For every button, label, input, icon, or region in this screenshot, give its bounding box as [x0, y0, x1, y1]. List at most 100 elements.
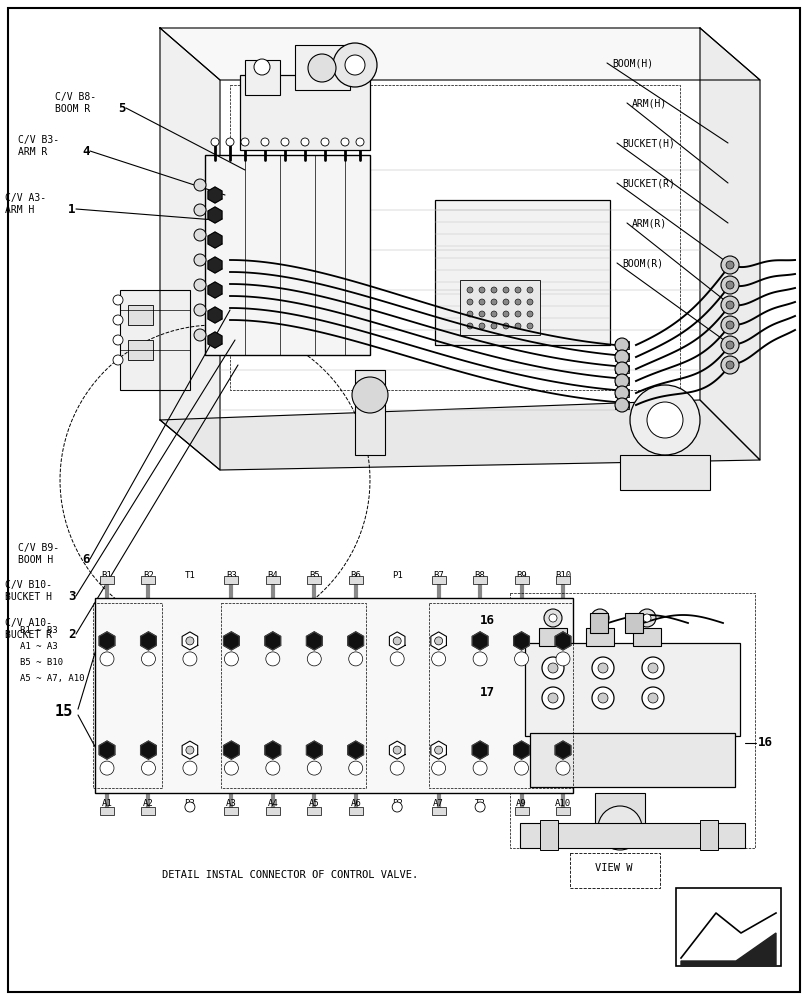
Text: C/V A3-
ARM H: C/V A3- ARM H	[5, 193, 46, 215]
Circle shape	[726, 341, 734, 349]
Bar	[266, 807, 280, 815]
Text: B9: B9	[516, 571, 527, 580]
Circle shape	[726, 281, 734, 289]
Circle shape	[479, 287, 485, 293]
Polygon shape	[99, 632, 115, 650]
Circle shape	[194, 179, 206, 191]
Circle shape	[598, 693, 608, 703]
Polygon shape	[160, 400, 760, 470]
Text: BOOM(H): BOOM(H)	[612, 58, 653, 68]
Circle shape	[479, 311, 485, 317]
Text: ARM(H): ARM(H)	[632, 98, 667, 108]
Circle shape	[643, 614, 651, 622]
Circle shape	[308, 54, 336, 82]
Circle shape	[393, 746, 402, 754]
Text: 5: 5	[118, 102, 125, 115]
Circle shape	[592, 687, 614, 709]
Bar	[431, 576, 446, 584]
Text: A1: A1	[102, 799, 112, 808]
Polygon shape	[208, 232, 222, 248]
Bar	[525, 643, 740, 736]
Text: 17: 17	[480, 686, 495, 700]
Polygon shape	[306, 741, 322, 759]
Text: 1: 1	[68, 203, 75, 216]
Circle shape	[281, 138, 289, 146]
Bar	[428, 603, 573, 788]
Polygon shape	[224, 632, 239, 650]
Circle shape	[721, 296, 739, 314]
Circle shape	[226, 138, 234, 146]
Polygon shape	[208, 307, 222, 323]
Circle shape	[596, 614, 604, 622]
Circle shape	[467, 311, 473, 317]
Circle shape	[194, 229, 206, 241]
Bar	[625, 613, 643, 633]
Text: A1 ~ A3: A1 ~ A3	[20, 642, 57, 651]
Circle shape	[615, 338, 629, 352]
Bar	[225, 576, 238, 584]
Polygon shape	[160, 28, 220, 470]
Text: ARM(R): ARM(R)	[632, 218, 667, 228]
Text: B1 ~ B3: B1 ~ B3	[20, 626, 57, 635]
Polygon shape	[182, 741, 198, 759]
Circle shape	[345, 55, 365, 75]
Circle shape	[544, 609, 562, 627]
Text: A2: A2	[143, 799, 154, 808]
Circle shape	[211, 138, 219, 146]
Polygon shape	[208, 257, 222, 273]
Bar	[141, 807, 155, 815]
Circle shape	[100, 761, 114, 775]
Circle shape	[647, 402, 683, 438]
Text: 16: 16	[758, 736, 773, 750]
Text: 2: 2	[68, 628, 75, 641]
Circle shape	[542, 657, 564, 679]
Bar	[349, 807, 363, 815]
Polygon shape	[99, 741, 115, 759]
Text: C/V B8-
BOOM R: C/V B8- BOOM R	[55, 92, 96, 114]
Text: T2: T2	[475, 799, 486, 808]
Circle shape	[542, 687, 564, 709]
Text: B10: B10	[555, 571, 571, 580]
Circle shape	[527, 323, 533, 329]
Polygon shape	[555, 632, 570, 650]
Circle shape	[185, 802, 195, 812]
Text: A4: A4	[267, 799, 278, 808]
Circle shape	[515, 299, 521, 305]
Text: B4: B4	[267, 571, 278, 580]
Circle shape	[726, 301, 734, 309]
Circle shape	[435, 746, 443, 754]
Bar	[539, 628, 567, 646]
Polygon shape	[160, 28, 760, 80]
Circle shape	[598, 806, 642, 850]
Circle shape	[615, 350, 629, 364]
Circle shape	[307, 761, 322, 775]
Bar	[205, 155, 370, 355]
Circle shape	[503, 311, 509, 317]
Text: B3: B3	[226, 571, 237, 580]
Circle shape	[721, 256, 739, 274]
Circle shape	[194, 304, 206, 316]
Polygon shape	[473, 632, 488, 650]
Bar	[515, 576, 528, 584]
Circle shape	[473, 761, 487, 775]
Polygon shape	[306, 632, 322, 650]
Text: A6: A6	[351, 799, 361, 808]
Bar	[473, 576, 487, 584]
Text: BUCKET(R): BUCKET(R)	[622, 178, 675, 188]
Bar	[307, 807, 322, 815]
Circle shape	[548, 693, 558, 703]
Circle shape	[194, 279, 206, 291]
Circle shape	[467, 299, 473, 305]
Bar	[615, 365, 629, 373]
Circle shape	[515, 761, 528, 775]
Bar	[615, 353, 629, 361]
Text: A5 ~ A7, A10: A5 ~ A7, A10	[20, 674, 85, 683]
Bar	[460, 280, 540, 335]
Polygon shape	[182, 632, 198, 650]
Circle shape	[726, 361, 734, 369]
Circle shape	[261, 138, 269, 146]
Polygon shape	[681, 933, 776, 966]
Polygon shape	[208, 187, 222, 203]
Polygon shape	[265, 741, 280, 759]
Bar	[615, 377, 629, 385]
